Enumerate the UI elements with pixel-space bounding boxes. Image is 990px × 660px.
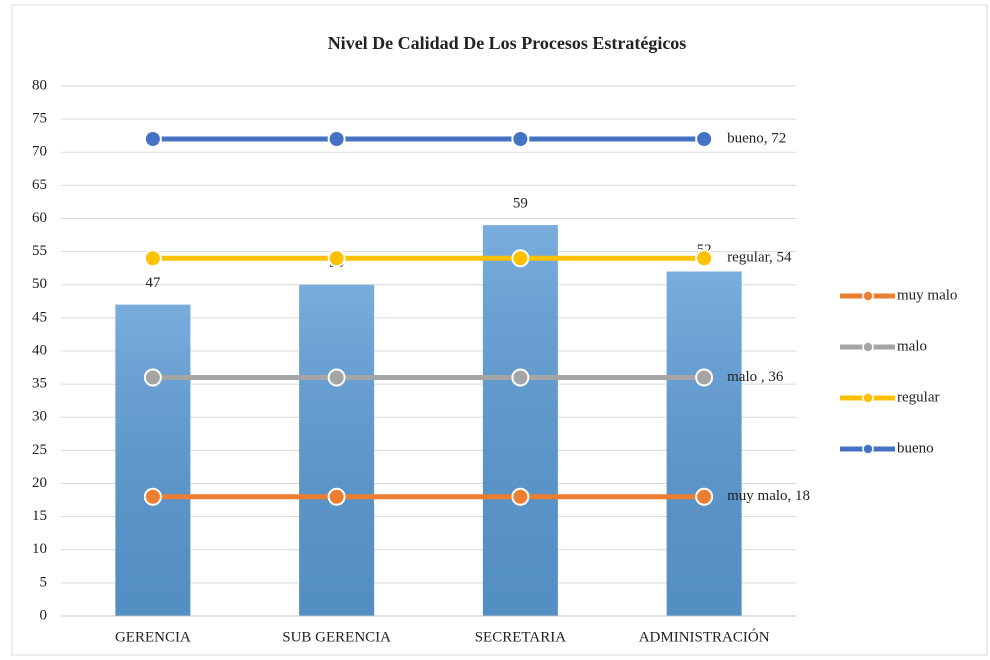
bar-value-label: 47: [145, 275, 161, 291]
y-tick-label: 70: [32, 144, 47, 160]
y-tick-label: 5: [40, 574, 48, 590]
line-marker: [327, 130, 346, 148]
line-value-label: bueno, 72: [727, 130, 786, 146]
line-value-label: malo , 36: [727, 369, 784, 385]
line-marker: [695, 487, 714, 506]
bar-value-label: 59: [513, 196, 528, 212]
legend-marker: [862, 290, 874, 302]
y-tick-label: 80: [32, 77, 47, 93]
legend-marker: [862, 443, 874, 455]
y-tick-label: 10: [32, 541, 47, 557]
y-tick-label: 45: [32, 309, 47, 325]
y-tick-label: 50: [32, 276, 47, 292]
y-tick-label: 40: [32, 342, 47, 358]
y-tick-label: 35: [32, 376, 47, 392]
chart-title: Nivel De Calidad De Los Procesos Estraté…: [328, 33, 687, 53]
legend-label: regular: [897, 389, 939, 405]
line-marker: [327, 487, 346, 506]
y-tick-label: 0: [40, 607, 48, 623]
line-marker: [327, 368, 346, 387]
x-tick-label: SUB GERENCIA: [282, 629, 391, 645]
x-tick-label: ADMINISTRACIÓN: [639, 628, 770, 645]
line-marker: [143, 249, 162, 268]
line-marker: [511, 368, 530, 387]
legend-label: malo: [897, 338, 927, 354]
legend-label: muy malo: [897, 287, 957, 303]
line-marker: [695, 249, 714, 268]
line-marker: [695, 368, 714, 387]
bar-shade: [482, 225, 558, 616]
y-tick-label: 30: [32, 409, 47, 425]
y-tick-label: 25: [32, 442, 47, 458]
line-marker: [695, 130, 714, 148]
line-marker: [143, 487, 162, 506]
line-marker: [511, 487, 530, 506]
x-tick-label: GERENCIA: [115, 629, 191, 645]
y-tick-label: 15: [32, 508, 47, 524]
bar-shade: [115, 304, 191, 616]
line-marker: [511, 249, 530, 268]
y-tick-label: 65: [32, 177, 47, 193]
line-value-label: regular, 54: [727, 250, 792, 266]
line-value-label: muy malo, 18: [727, 488, 810, 504]
line-marker: [143, 130, 162, 148]
line-marker: [511, 130, 530, 148]
legend-marker: [862, 392, 874, 404]
bar-shade: [299, 284, 375, 616]
y-tick-label: 20: [32, 475, 47, 491]
y-tick-label: 75: [32, 111, 47, 127]
x-tick-label: SECRETARIA: [475, 629, 566, 645]
legend-label: bueno: [897, 440, 934, 456]
bar-shade: [666, 271, 742, 616]
line-marker: [327, 249, 346, 268]
line-marker: [143, 368, 162, 387]
y-tick-label: 55: [32, 243, 47, 259]
legend-marker: [862, 341, 874, 353]
y-tick-label: 60: [32, 210, 47, 226]
